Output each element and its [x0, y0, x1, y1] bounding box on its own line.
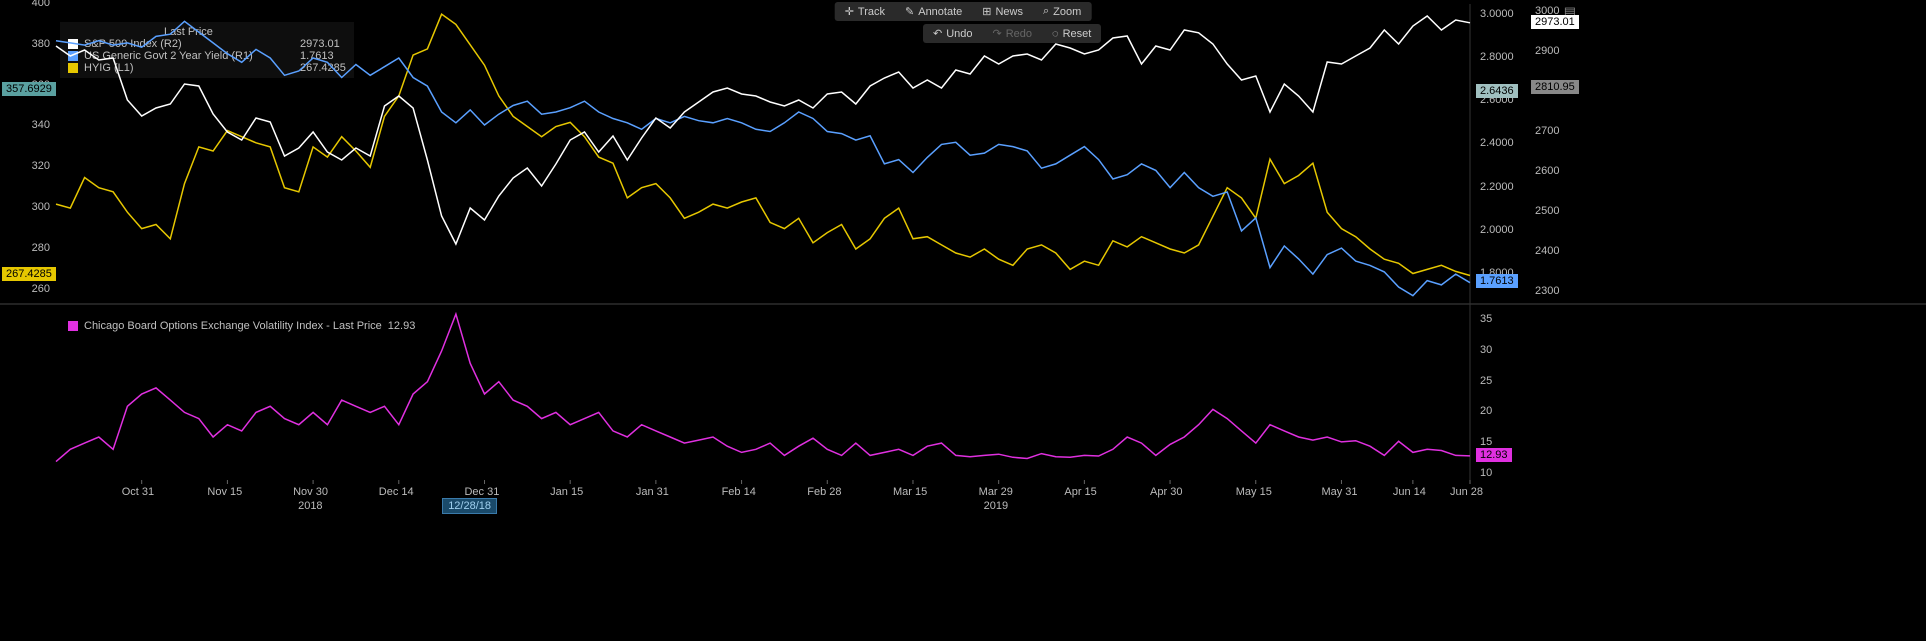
axis-value-badge: 2973.01	[1531, 15, 1579, 29]
x-tick-label: Apr 15	[1064, 486, 1096, 498]
axis-tick-label: 15	[1480, 436, 1492, 448]
axis-value-badge: 2810.95	[1531, 80, 1579, 94]
axis-tick-label: 320	[32, 160, 50, 172]
axis-tick-label: 280	[32, 242, 50, 254]
chart-svg	[0, 0, 1926, 641]
axis-tick-label: 2.4000	[1480, 137, 1514, 149]
x-tick-label: Jan 31	[636, 486, 669, 498]
x-tick-label: May 31	[1321, 486, 1357, 498]
axis-tick-label: 400	[32, 0, 50, 9]
axis-tick-label: 300	[32, 201, 50, 213]
axis-tick-label: 2.0000	[1480, 224, 1514, 236]
axis-value-badge: 12.93	[1476, 448, 1512, 462]
x-tick-label: May 15	[1236, 486, 1272, 498]
x-tick-label: Jan 15	[550, 486, 583, 498]
axis-tick-label: 3.0000	[1480, 8, 1514, 20]
x-tick-label: Nov 15	[207, 486, 242, 498]
x-tick-label: Mar 29	[979, 486, 1013, 498]
x-year-label: 2018	[298, 500, 322, 512]
axis-value-badge: 1.7613	[1476, 274, 1518, 288]
axis-tick-label: 20	[1480, 405, 1492, 417]
x-year-label: 2019	[984, 500, 1008, 512]
axis-tick-label: 2700	[1535, 125, 1559, 137]
axis-tick-label: 2600	[1535, 165, 1559, 177]
axis-tick-label: 2400	[1535, 245, 1559, 257]
axis-tick-label: 35	[1480, 313, 1492, 325]
axis-tick-label: 2300	[1535, 285, 1559, 297]
axis-tick-label: 25	[1480, 375, 1492, 387]
axis-tick-label: 2.8000	[1480, 51, 1514, 63]
axis-tick-label: 2900	[1535, 45, 1559, 57]
x-tick-label: Mar 15	[893, 486, 927, 498]
date-marker: 12/28/18	[442, 498, 497, 514]
axis-tick-label: 2500	[1535, 205, 1559, 217]
axis-value-badge: 357.6929	[2, 82, 56, 96]
axis-value-badge: 267.4285	[2, 267, 56, 281]
x-tick-label: Dec 31	[464, 486, 499, 498]
x-tick-label: Feb 28	[807, 486, 841, 498]
axis-tick-label: 30	[1480, 344, 1492, 356]
axis-tick-label: 380	[32, 38, 50, 50]
x-tick-label: Jun 28	[1450, 486, 1483, 498]
x-tick-label: Feb 14	[722, 486, 756, 498]
axis-tick-label: 2.2000	[1480, 181, 1514, 193]
x-tick-label: Dec 14	[379, 486, 414, 498]
x-tick-label: Nov 30	[293, 486, 328, 498]
axis-value-badge: 2.6436	[1476, 84, 1518, 98]
axis-tick-label: 260	[32, 283, 50, 295]
x-tick-label: Oct 31	[122, 486, 154, 498]
axis-tick-label: 10	[1480, 467, 1492, 479]
axis-tick-label: 340	[32, 119, 50, 131]
x-tick-label: Jun 14	[1393, 486, 1426, 498]
x-tick-label: Apr 30	[1150, 486, 1182, 498]
